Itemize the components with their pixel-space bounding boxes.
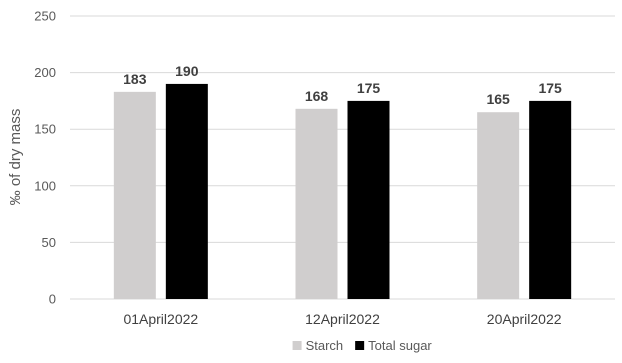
bar-starch [295,108,338,299]
bars [113,83,572,300]
data-label: 165 [486,91,510,107]
y-tick-label: 250 [34,9,56,24]
y-tick-label: 200 [34,65,56,80]
legend-swatch [292,341,302,350]
bar-starch [113,91,156,300]
data-label: 168 [305,88,329,104]
legend-label: Starch [306,338,344,353]
bar-total-sugar [347,100,390,300]
legend-swatch [355,341,365,350]
legend-item: Starch [292,338,344,353]
y-tick-label: 100 [34,178,56,193]
y-axis-ticks: 0 50 100 150 200 250 [34,9,56,307]
x-category-label: 20April2022 [487,311,562,327]
data-labels: 183 190 168 175 165 175 [123,63,562,107]
data-label: 183 [123,71,147,87]
legend-label: Total sugar [368,338,432,353]
data-label: 175 [538,80,562,96]
y-axis-title: ‰ of dry mass [7,109,24,206]
x-category-label: 12April2022 [305,311,380,327]
bar-starch [477,112,520,299]
y-tick-label: 50 [42,235,56,250]
bar-total-sugar [529,100,572,300]
y-tick-label: 150 [34,122,56,137]
gridlines [70,15,615,300]
legend-item: Total sugar [355,338,432,353]
legend: Starch Total sugar [292,338,432,353]
data-label: 190 [175,63,199,79]
x-category-label: 01April2022 [123,311,198,327]
bar-total-sugar [165,83,208,299]
data-label: 175 [357,80,381,96]
y-tick-label: 0 [49,292,56,307]
x-axis-categories: 01April2022 12April2022 20April2022 [123,311,561,327]
